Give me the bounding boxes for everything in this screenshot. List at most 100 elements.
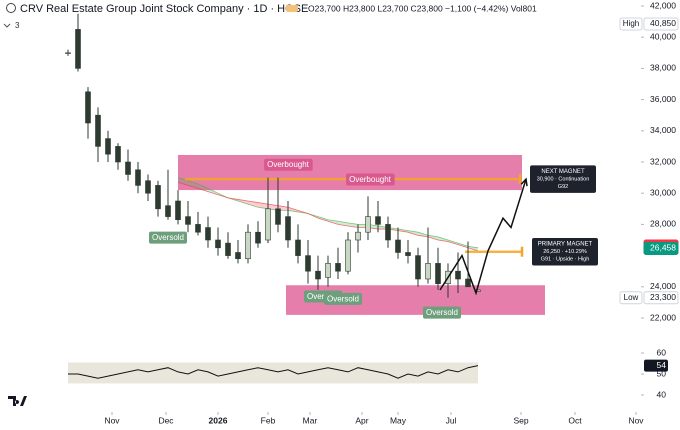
candle-body	[115, 146, 121, 163]
callout-title: PRIMARY MAGNET	[538, 242, 593, 248]
indicator-swatch	[286, 5, 298, 12]
callout-title: NEXT MAGNET	[541, 169, 585, 175]
signal-label-bg	[346, 173, 395, 186]
candle-body	[425, 263, 431, 280]
projection-arrowhead	[520, 177, 528, 187]
candle-body	[75, 29, 81, 69]
candle-body	[235, 252, 241, 260]
signal-label: Overbought	[267, 160, 310, 169]
tradingview-logo	[8, 396, 27, 406]
y-tick-label: 40,000	[650, 31, 676, 41]
y-tick-label: 34,000	[650, 125, 676, 135]
candle-body	[135, 169, 141, 186]
candle-body	[205, 227, 211, 241]
callout-box	[530, 165, 596, 193]
candle-body	[185, 216, 191, 225]
candle-body	[455, 270, 461, 280]
price-marker	[643, 291, 679, 305]
signal-label-bg	[264, 158, 313, 171]
callout-line: G92	[558, 184, 568, 190]
x-tick-label: Feb	[261, 415, 276, 425]
candle-body	[195, 224, 201, 233]
x-tick-label: Sep	[513, 415, 528, 425]
x-tick-label: Nov	[628, 415, 644, 425]
ohlc-readout: O23,700 H23,800 L23,700 C23,800 −1,100 (…	[308, 3, 537, 13]
chart-title: CRV Real Estate Group Joint Stock Compan…	[20, 3, 308, 15]
projection-path	[439, 178, 527, 296]
price-marker-label: 23,300	[650, 292, 676, 302]
candle-body	[255, 231, 261, 244]
rsi-marker-label: 54	[657, 360, 667, 370]
candle-body	[145, 180, 151, 194]
candle-body	[165, 205, 171, 217]
rsi-line	[68, 365, 479, 379]
candle-body	[215, 239, 221, 249]
price-marker	[643, 17, 679, 31]
candle-body	[105, 138, 111, 155]
signal-label: Oversold	[307, 292, 339, 301]
y-tick-label: 28,000	[650, 219, 676, 229]
rsi-tick-label: 40	[657, 389, 667, 399]
candle-body	[245, 231, 251, 260]
x-tick-label: Oct	[568, 415, 582, 425]
candle-body	[155, 185, 161, 210]
candle-body	[465, 278, 471, 288]
y-tick-label: 30,000	[650, 187, 676, 197]
x-tick-label: Dec	[158, 415, 174, 425]
rsi-marker	[644, 359, 668, 372]
candle-body	[295, 239, 301, 256]
callout-line: 30,900 · Continuation	[537, 176, 590, 182]
candle-body	[225, 242, 231, 256]
signal-label-bg	[422, 306, 462, 319]
candle-body	[325, 263, 331, 278]
rsi-band	[68, 362, 478, 384]
x-tick-label: Nov	[104, 415, 120, 425]
x-tick-label: Mar	[303, 415, 318, 425]
cloud-segment	[178, 177, 188, 186]
candle-body	[415, 255, 421, 280]
y-tick-label: 22,000	[650, 312, 676, 322]
price-marker-name: Low	[624, 293, 639, 302]
x-tick-label: May	[390, 415, 407, 425]
price-marker-label: 40,850	[650, 18, 676, 28]
candle-body	[285, 216, 291, 241]
symbol-icon	[6, 3, 16, 13]
y-tick-label: 42,000	[650, 0, 676, 10]
candle-body	[385, 224, 391, 241]
y-tick-label: 36,000	[650, 94, 676, 104]
candle-body	[375, 216, 381, 225]
candle-body	[305, 255, 311, 272]
price-marker-name-bg	[619, 17, 643, 31]
y-tick-label: 32,000	[650, 156, 676, 166]
candle-body	[335, 263, 341, 272]
cloud-segment	[198, 183, 208, 192]
collapse-chevron[interactable]	[3, 23, 11, 28]
candle-body	[435, 263, 441, 284]
candle-body	[355, 231, 361, 241]
candle-body	[125, 161, 131, 175]
signal-label: Oversold	[327, 294, 359, 303]
price-marker	[643, 241, 679, 255]
candle-body	[175, 200, 181, 221]
x-tick-label: Jul	[446, 415, 457, 425]
callout-line: G91 · Upside · High	[541, 256, 590, 262]
x-tick-label: Apr	[355, 415, 368, 425]
y-tick-label: 24,000	[650, 281, 676, 291]
x-tick-label: 2026	[209, 415, 228, 425]
indicator-count: 3	[15, 21, 20, 30]
signal-label: Overbought	[349, 175, 392, 184]
candle-body	[65, 52, 71, 54]
cloud-segment	[188, 180, 198, 189]
candle-body	[365, 216, 371, 233]
candle-body	[345, 239, 351, 272]
signal-label: Oversold	[426, 308, 458, 317]
candle-body	[265, 208, 271, 241]
price-marker-label: 26,458	[650, 243, 676, 253]
callout-box	[532, 237, 598, 266]
rsi-tick-label: 50	[657, 368, 667, 378]
callout-line: 26,250 · +10.29%	[543, 249, 587, 255]
candle-body	[405, 252, 411, 256]
price-marker-name: High	[623, 19, 639, 28]
